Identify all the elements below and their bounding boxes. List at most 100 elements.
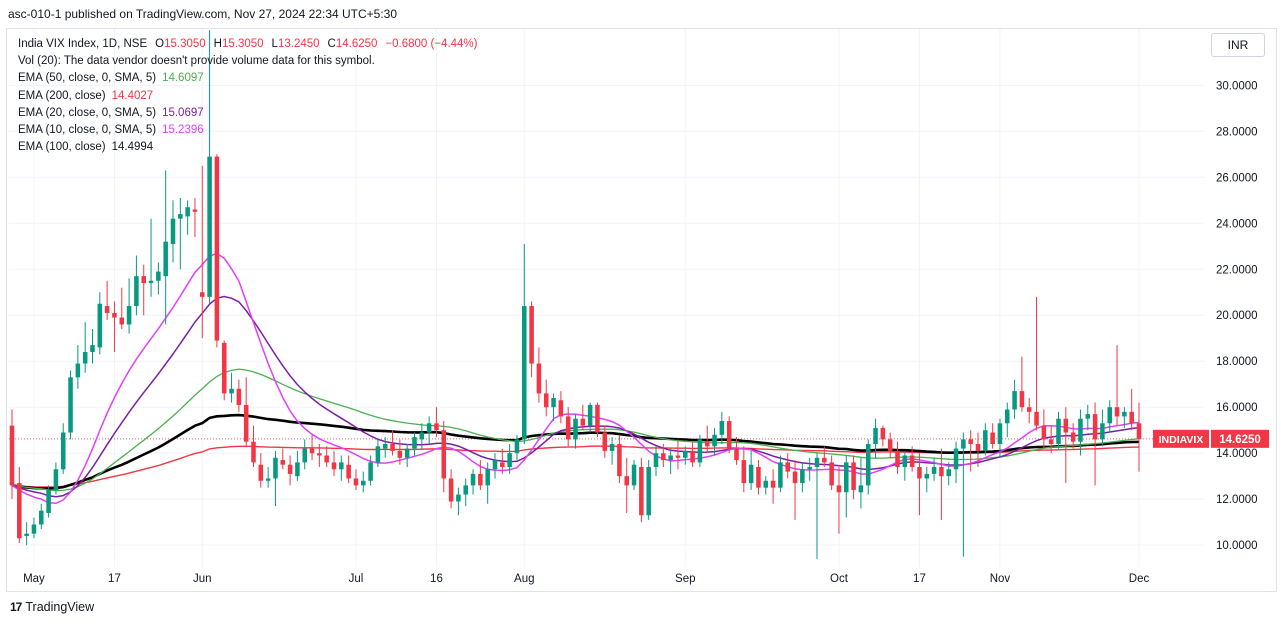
price-axis: 10.0000 12.0000 14.0000 16.0000 18.0000 20.00…	[1216, 80, 1258, 552]
candle	[273, 450, 278, 507]
candle-body	[639, 466, 644, 516]
candle	[1107, 400, 1112, 433]
ema-10-line	[11, 252, 1140, 505]
candle-body	[858, 485, 864, 493]
candle	[770, 469, 776, 504]
ema-row-100[interactable]: EMA (100, close) 14.4994	[18, 139, 478, 156]
currency-button[interactable]: INR	[1211, 33, 1265, 57]
candle	[741, 446, 747, 493]
price-tag-box	[1211, 429, 1269, 448]
candle-body	[31, 524, 37, 534]
ema-row-10[interactable]: EMA (10, close, 0, SMA, 5) 15.2396	[18, 122, 478, 139]
candle-body	[609, 443, 615, 451]
tradingview-logo-icon: 17	[10, 600, 22, 614]
candle-body	[1100, 423, 1105, 440]
x-tick-label: Oct	[830, 573, 849, 585]
y-tick-label: 30.0000	[1216, 80, 1258, 92]
candle	[1129, 388, 1134, 431]
candle	[909, 446, 915, 472]
ema-50-value: 14.6097	[162, 72, 204, 85]
candle-body	[419, 432, 425, 440]
publish-info: asc-010-1 published on TradingView.com, …	[8, 7, 398, 21]
candle	[704, 425, 710, 454]
y-tick-label: 16.0000	[1216, 402, 1258, 414]
candles	[9, 30, 1142, 559]
candle-body	[1041, 425, 1047, 440]
candle	[200, 165, 205, 339]
candle	[602, 425, 608, 458]
candle-body	[565, 416, 571, 440]
candle	[82, 322, 88, 373]
candle	[39, 503, 44, 530]
candle	[1048, 425, 1054, 454]
chart-frame	[6, 28, 1277, 592]
candle	[814, 453, 820, 559]
candle	[609, 437, 615, 465]
ema-20-value: 15.0697	[162, 106, 204, 119]
candle-body	[587, 404, 593, 426]
candle	[983, 423, 988, 456]
candle	[214, 154, 220, 348]
candle-body	[9, 425, 15, 486]
ema-row-50[interactable]: EMA (50, close, 0, SMA, 5) 14.6097	[18, 70, 478, 87]
candle-body	[953, 448, 959, 470]
candle	[763, 476, 769, 495]
candle	[280, 448, 286, 470]
candle	[931, 457, 937, 481]
candle	[1085, 404, 1091, 431]
candle	[726, 416, 732, 454]
ohlc-open: 15.3050	[164, 38, 206, 50]
candle-body	[156, 271, 161, 281]
candle-body	[207, 156, 212, 297]
candle-body	[104, 306, 110, 313]
candle	[961, 432, 966, 557]
candle-body	[251, 441, 256, 463]
candle	[287, 455, 293, 486]
candle-body	[441, 430, 447, 479]
candle	[514, 434, 520, 461]
candle-body	[1005, 409, 1010, 424]
y-tick-label: 28.0000	[1216, 126, 1258, 138]
candle-body	[1085, 414, 1091, 419]
candle-body	[1026, 407, 1032, 412]
candle	[141, 264, 146, 316]
candle-body	[975, 443, 981, 451]
ema-row-20[interactable]: EMA (20, close, 0, SMA, 5) 15.0697	[18, 105, 478, 122]
candle-body	[917, 466, 922, 479]
candle-body	[836, 485, 842, 493]
ema-10-label: EMA (10, close, 0, SMA, 5)	[18, 124, 157, 137]
candle-body	[529, 306, 534, 364]
candle-body	[726, 421, 732, 449]
candle-body	[492, 460, 498, 470]
candle-body	[800, 469, 805, 484]
candle	[580, 404, 586, 431]
candle-body	[1092, 414, 1098, 440]
candle-body	[97, 303, 103, 348]
candle	[507, 443, 512, 474]
candle-body	[463, 485, 468, 495]
candle	[1092, 402, 1098, 486]
symbol-row: India VIX Index, 1D, NSE O15.3050 H15.3050…	[18, 36, 478, 53]
ema-row-200[interactable]: EMA (200, close) 14.4027	[18, 88, 478, 105]
candle-body	[1063, 418, 1069, 433]
candle-body	[675, 455, 681, 458]
candle	[46, 485, 51, 518]
candle	[902, 450, 908, 481]
candle	[404, 443, 410, 467]
candle	[968, 430, 973, 472]
footer-brand[interactable]: 17 TradingView	[10, 600, 94, 614]
candle	[887, 432, 893, 458]
candle	[953, 441, 959, 484]
candle-body	[668, 455, 673, 461]
candle	[924, 466, 930, 493]
candle-body	[141, 276, 146, 284]
candle	[53, 462, 59, 495]
candle-body	[851, 462, 856, 490]
candle-body	[961, 439, 966, 449]
candle	[156, 262, 161, 295]
candle-body	[75, 363, 81, 378]
candle	[24, 522, 29, 546]
candle	[485, 462, 490, 504]
candle-body	[514, 439, 520, 454]
